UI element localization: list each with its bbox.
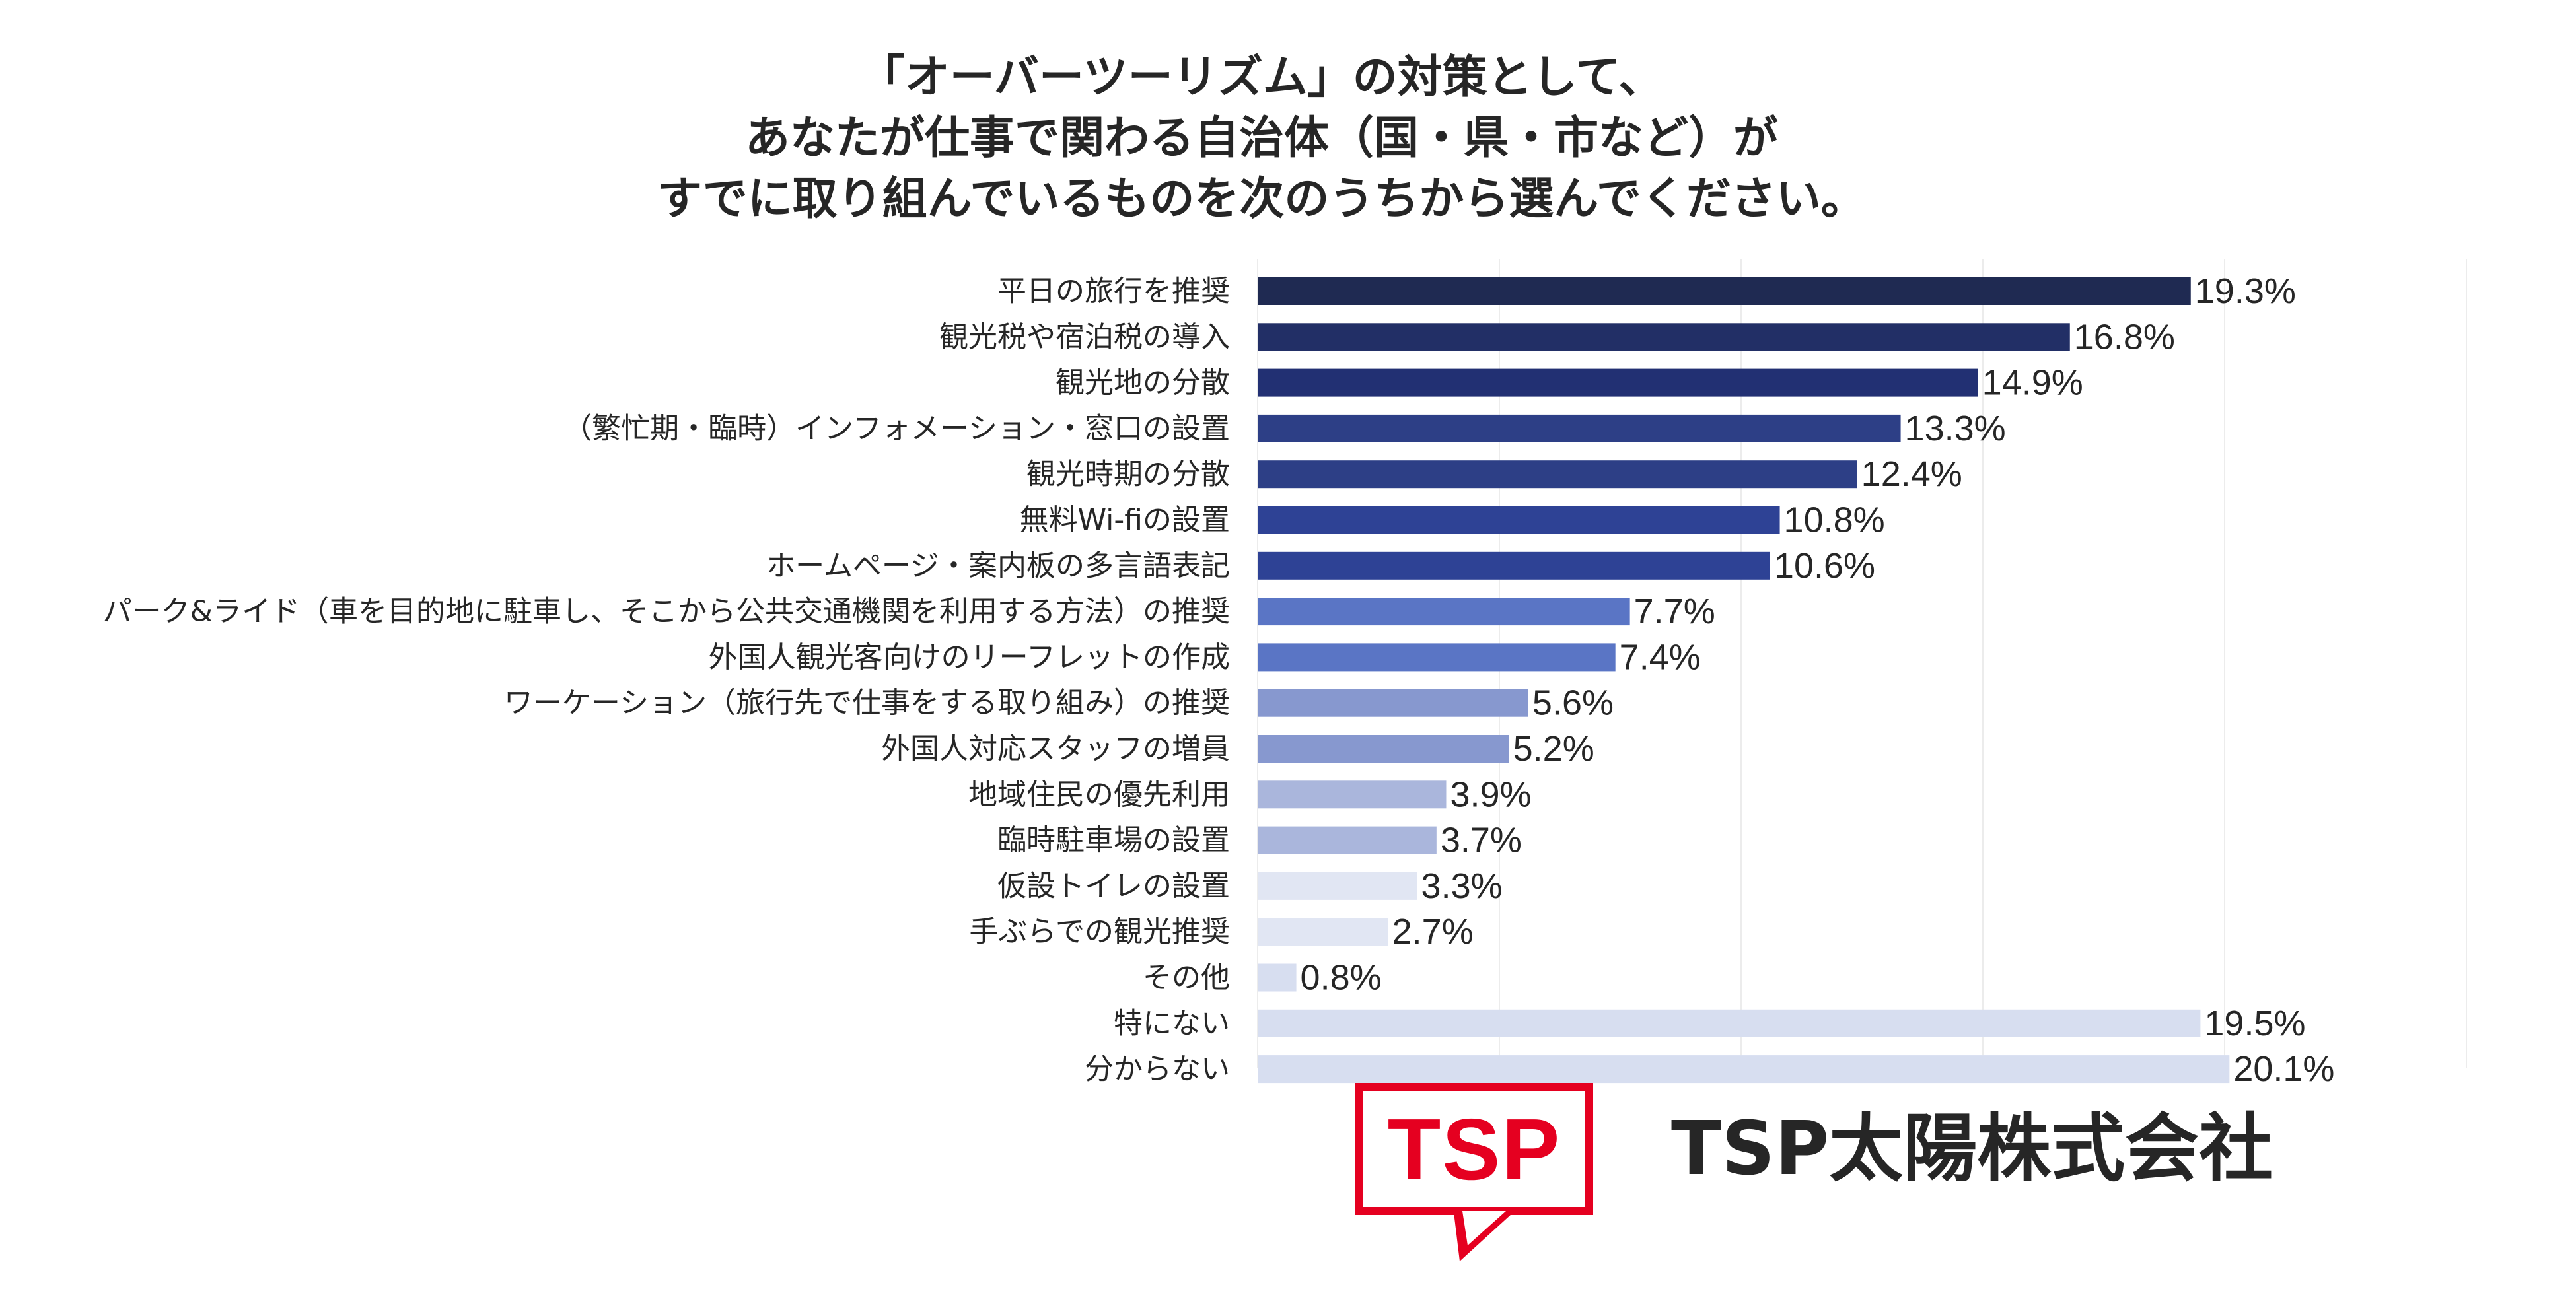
category-label: 地域住民の優先利用	[968, 778, 1230, 812]
bar	[1258, 1055, 2230, 1084]
speech-bubble-tail-icon	[1453, 1207, 1519, 1261]
value-label: 20.1%	[2233, 1049, 2334, 1089]
value-labels: 19.3% 16.8% 14.9% 13.3% 12.4% 10.8% 10.6% 7.7% 7…	[1301, 271, 2335, 1089]
value-label: 7.7%	[1634, 592, 1715, 631]
value-label: 5.2%	[1513, 729, 1594, 769]
value-label: 19.5%	[2204, 1004, 2305, 1043]
bar	[1258, 277, 2191, 305]
value-label: 3.3%	[1421, 866, 1503, 906]
value-label: 12.4%	[1861, 454, 1962, 494]
category-label: 外国人対応スタッフの増員	[881, 732, 1230, 766]
bar	[1258, 963, 1297, 992]
bar	[1258, 368, 1978, 397]
bar	[1258, 735, 1509, 763]
chart-title-line: あなたが仕事で関わる自治体（国・県・市など）が	[744, 112, 1778, 164]
company-logo: TSP TSP太陽株式会社	[1354, 1083, 2292, 1268]
bar	[1258, 780, 1447, 809]
category-label: 手ぶらでの観光推奨	[969, 915, 1230, 949]
company-name: TSP太陽株式会社	[1671, 1106, 2273, 1192]
category-label: 仮設トイレの設置	[997, 869, 1230, 903]
category-label: 観光地の分散	[1055, 366, 1230, 399]
category-label: 臨時駐車場の設置	[997, 823, 1230, 857]
value-label: 19.3%	[2195, 271, 2296, 311]
bars	[1258, 277, 2230, 1084]
bar	[1258, 826, 1437, 854]
category-label: 平日の旅行を推奨	[997, 275, 1230, 308]
value-label: 7.4%	[1620, 637, 1701, 677]
category-label: 観光税や宿泊税の導入	[939, 320, 1230, 354]
bar	[1258, 414, 1901, 442]
bar	[1258, 689, 1528, 717]
value-label: 5.6%	[1532, 683, 1614, 723]
bar	[1258, 643, 1616, 672]
value-label: 14.9%	[1982, 363, 2083, 403]
bar	[1258, 872, 1417, 900]
value-label: 3.7%	[1441, 821, 1522, 860]
category-label: パーク&ライド（車を目的地に駐車し、そこから公共交通機関を利用する方法）の推奨	[103, 595, 1230, 629]
bar	[1258, 1009, 2201, 1037]
bar	[1258, 598, 1630, 626]
value-label: 3.9%	[1450, 775, 1531, 814]
value-label: 0.8%	[1301, 958, 1382, 998]
value-label: 16.8%	[2074, 317, 2175, 357]
category-label: 分からない	[1085, 1053, 1230, 1086]
bar	[1258, 551, 1770, 580]
category-label: 無料Wi-fiの設置	[1020, 503, 1230, 537]
value-label: 10.6%	[1774, 546, 1875, 586]
category-label: （繁忙期・臨時）インフォメーション・窓口の設置	[563, 411, 1230, 445]
category-label: 観光時期の分散	[1026, 458, 1230, 491]
bar	[1258, 323, 2070, 351]
value-label: 10.8%	[1784, 501, 1885, 540]
logo-text: TSP	[1387, 1100, 1561, 1198]
category-label: ワーケーション（旅行先で仕事をする取り組み）の推奨	[504, 686, 1230, 720]
value-label: 13.3%	[1905, 409, 2006, 448]
value-label: 2.7%	[1392, 912, 1474, 952]
tsp-logo-mark: TSP	[1355, 1083, 1593, 1215]
bar	[1258, 506, 1780, 534]
category-label: その他	[1143, 961, 1230, 994]
category-label: ホームページ・案内板の多言語表記	[766, 549, 1230, 582]
category-label: 外国人観光客向けのリーフレットの作成	[709, 641, 1230, 674]
bar	[1258, 918, 1388, 946]
category-label: 特にない	[1114, 1006, 1230, 1040]
chart-title-line: すでに取り組んでいるものを次のうちから選んでください。	[657, 173, 1866, 225]
chart-title-line: 「オーバーツーリズム」の対策として、	[859, 52, 1664, 104]
bar	[1258, 460, 1857, 489]
chart-title: 「オーバーツーリズム」の対策として、 あなたが仕事で関わる自治体（国・県・市など…	[357, 48, 2166, 230]
